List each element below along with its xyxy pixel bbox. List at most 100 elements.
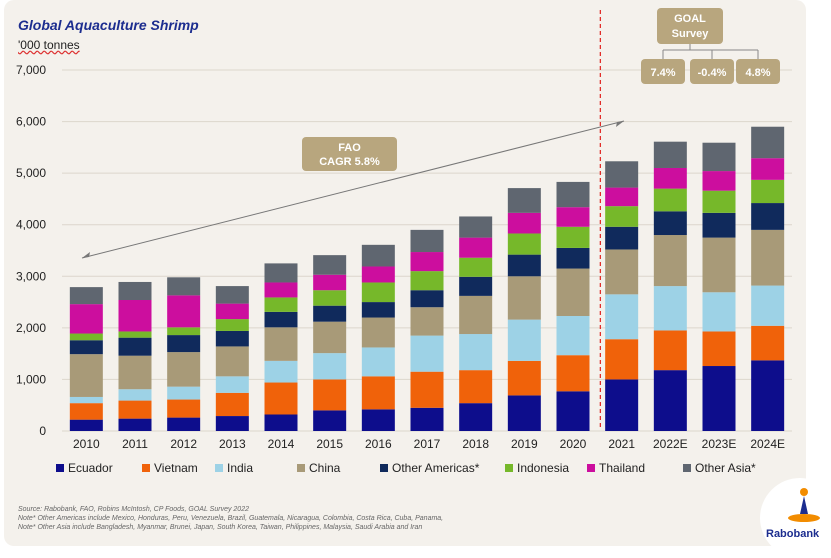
bar-segment: [653, 286, 687, 331]
x-tick-label: 2019: [511, 437, 538, 451]
bar-segment: [118, 400, 152, 419]
bar-segment: [556, 226, 590, 248]
bar-segment: [215, 416, 249, 431]
bar-segment: [313, 353, 347, 380]
bar-segment: [605, 187, 639, 207]
legend-swatch: [297, 464, 305, 472]
bar-segment: [313, 321, 347, 354]
bar-segment: [459, 276, 493, 296]
bar-segment: [653, 330, 687, 371]
bar-segment: [605, 339, 639, 380]
legend-swatch: [380, 464, 388, 472]
x-tick-label: 2011: [122, 437, 148, 451]
goal-value-label: 4.8%: [745, 67, 770, 79]
bar-segment: [410, 290, 444, 308]
bar-segment: [410, 229, 444, 253]
x-tick-label: 2022E: [653, 437, 688, 451]
note-line-asia: Note* Other Asia include Bangladesh, Mya…: [18, 524, 423, 531]
bar-segment: [507, 212, 541, 234]
legend-label: Other Americas*: [392, 461, 480, 475]
bar-segment: [167, 399, 201, 418]
source-line: Source: Rabobank, FAO, Robins McIntosh, …: [18, 506, 249, 513]
bar-segment: [605, 294, 639, 340]
legend-swatch: [587, 464, 595, 472]
bar-segment: [313, 410, 347, 431]
bar-segment: [507, 276, 541, 320]
bar-segment: [361, 347, 395, 377]
bar-segment: [751, 203, 785, 230]
bar-segment: [556, 268, 590, 316]
bar-segment: [118, 389, 152, 401]
bar-segment: [507, 395, 541, 431]
bar-segment: [69, 396, 103, 404]
legend-label: Indonesia: [517, 461, 569, 475]
bar-segment: [556, 181, 590, 208]
bar-segment: [410, 407, 444, 431]
bar-segment: [410, 307, 444, 336]
goal-value-box: [736, 59, 780, 84]
bar-segment: [459, 403, 493, 431]
bar-segment: [69, 403, 103, 420]
bar-segment: [556, 355, 590, 392]
goal-value-label: -0.4%: [698, 67, 727, 79]
bar-segment: [459, 257, 493, 277]
bar-segment: [702, 171, 736, 191]
bar-segment: [69, 304, 103, 334]
x-tick-label: 2015: [316, 437, 343, 451]
bar-segment: [410, 252, 444, 272]
bar-segment: [167, 277, 201, 296]
bar-segment: [167, 417, 201, 431]
bar-segment: [264, 360, 298, 383]
goal-value-box: [641, 59, 685, 84]
bar-segment: [264, 311, 298, 328]
legend-label: India: [227, 461, 253, 475]
legend-label: Other Asia*: [695, 461, 756, 475]
legend-label: Vietnam: [154, 461, 198, 475]
x-tick-label: 2023E: [702, 437, 737, 451]
bar-segment: [702, 190, 736, 213]
x-tick-label: 2010: [73, 437, 100, 451]
x-tick-label: 2017: [414, 437, 441, 451]
unit-label: '000 tonnes: [18, 38, 80, 52]
bar-segment: [459, 334, 493, 371]
legend-swatch: [142, 464, 150, 472]
legend-swatch: [215, 464, 223, 472]
bar-segment: [69, 287, 103, 305]
bar-segment: [751, 360, 785, 431]
legend-label: China: [309, 461, 341, 475]
bar-segment: [118, 337, 152, 356]
bar-segment: [653, 370, 687, 431]
bar-segment: [264, 297, 298, 312]
bar-segment: [653, 235, 687, 287]
note-line-americas: Note* Other Americas include Mexico, Hon…: [18, 515, 444, 522]
bar-segment: [313, 290, 347, 306]
fao-box: [302, 137, 397, 171]
legend-swatch: [56, 464, 64, 472]
bar-segment: [215, 303, 249, 320]
y-tick-label: 0: [39, 424, 46, 438]
goal-survey-box: [657, 8, 723, 44]
logo-circle: [760, 478, 831, 558]
bar-segment: [702, 331, 736, 367]
trend-arrow-line: [81, 120, 625, 259]
source-notes: Source: Rabobank, FAO, Robins McIntosh, …: [18, 505, 638, 532]
bar-segment: [264, 282, 298, 298]
bar-segment: [264, 327, 298, 361]
bar-segment: [118, 281, 152, 301]
x-tick-label: 2012: [170, 437, 197, 451]
bar-segment: [459, 237, 493, 258]
bar-segment: [69, 354, 103, 397]
bar-segment: [264, 382, 298, 415]
x-tick-label: 2021: [608, 437, 635, 451]
bar-segment: [313, 274, 347, 291]
bar-segment: [361, 266, 395, 283]
arrow-head-left: [82, 252, 90, 258]
bar-segment: [313, 379, 347, 411]
bar-segment: [69, 333, 103, 341]
bar-segment: [215, 330, 249, 347]
bar-segment: [653, 167, 687, 189]
y-tick-label: 2,000: [16, 321, 46, 335]
bar-segment: [751, 126, 785, 159]
bar-segment: [702, 212, 736, 238]
bar-segment: [653, 141, 687, 168]
